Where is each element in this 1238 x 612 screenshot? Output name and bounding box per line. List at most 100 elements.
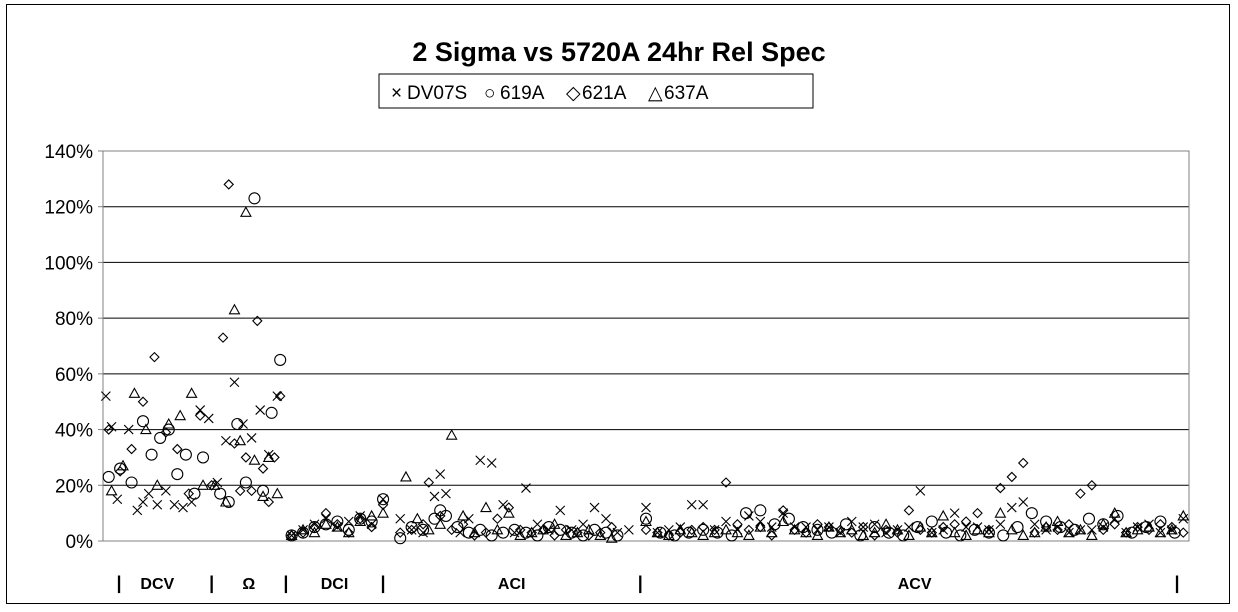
data-point [788, 523, 801, 535]
data-point [995, 519, 1006, 530]
data-point [342, 523, 355, 536]
data-point [857, 529, 870, 540]
data-point [274, 390, 286, 402]
gridlines [103, 150, 1189, 542]
y-tick-label: 120% [44, 198, 93, 219]
data-point [263, 496, 275, 508]
data-point [1011, 521, 1024, 534]
data-point [365, 515, 378, 528]
data-point [366, 519, 377, 530]
data-point [1005, 523, 1018, 535]
data-point [162, 423, 175, 436]
data-point [1132, 521, 1143, 533]
data-point [185, 387, 198, 398]
data-point [411, 512, 424, 524]
data-point [548, 518, 561, 529]
series-637A [105, 206, 1190, 543]
legend: × DV07S ○ 619A ◇ 621A △ 637A [378, 73, 814, 109]
data-point [342, 526, 355, 538]
data-point [231, 417, 244, 431]
data-point [697, 523, 710, 536]
data-point [1064, 527, 1074, 538]
data-point [132, 505, 143, 516]
data-point [782, 512, 795, 525]
data-point [366, 521, 377, 533]
data-point [1040, 515, 1053, 528]
data-point [1155, 519, 1166, 530]
legend-label: DV07S [407, 83, 467, 104]
data-point [640, 524, 652, 536]
data-point [194, 410, 206, 421]
data-point [486, 458, 497, 468]
data-point [354, 512, 367, 525]
data-point [731, 526, 744, 538]
data-point [354, 515, 367, 527]
data-point [162, 417, 175, 429]
data-point [800, 526, 812, 538]
data-point [549, 530, 560, 541]
data-point [521, 483, 531, 493]
data-point [298, 524, 308, 535]
legend-item: ◇ 621A [566, 83, 627, 104]
data-point [308, 526, 321, 538]
data-point [537, 523, 550, 535]
data-point [434, 518, 447, 529]
data-point [732, 519, 743, 530]
data-point [139, 423, 152, 435]
data-point [422, 523, 435, 535]
data-point [256, 484, 270, 497]
data-point [1178, 527, 1189, 538]
data-point [925, 515, 938, 528]
data-point [331, 515, 344, 528]
data-point [739, 507, 753, 520]
y-tick-label: 140% [44, 142, 93, 163]
region-label: ACI [498, 576, 526, 593]
data-point [474, 523, 487, 536]
data-point [125, 476, 138, 489]
data-point [577, 529, 590, 542]
legend-symbol: ○ [484, 83, 495, 104]
data-point [605, 532, 618, 543]
data-point [1006, 471, 1018, 483]
data-point [257, 490, 269, 501]
data-point [668, 529, 681, 542]
data-point [497, 526, 510, 539]
data-point [543, 524, 554, 535]
data-point [612, 527, 623, 538]
data-point [114, 462, 127, 475]
data-point [768, 518, 781, 531]
data-point [937, 509, 950, 521]
legend-symbol: ◇ [566, 83, 581, 104]
data-point [882, 526, 895, 539]
data-point [429, 491, 440, 502]
data-point [949, 508, 960, 519]
data-point [983, 524, 995, 536]
data-point [640, 515, 652, 527]
legend-label: 621A [582, 83, 627, 104]
data-point [435, 469, 446, 480]
data-point [179, 448, 192, 461]
data-point [406, 524, 417, 535]
data-point [994, 507, 1007, 518]
data-point [377, 493, 390, 506]
data-point [857, 521, 869, 533]
region-label: ACV [898, 576, 932, 593]
data-point [1075, 488, 1086, 499]
data-point [1111, 509, 1124, 522]
data-point [652, 527, 663, 538]
data-point [525, 526, 538, 538]
data-point [502, 507, 515, 518]
data-point [519, 526, 533, 539]
region-label: DCV [140, 576, 174, 593]
data-point [1125, 526, 1138, 539]
data-point [417, 523, 430, 536]
data-point [1052, 522, 1063, 532]
data-point [778, 508, 789, 519]
data-point [468, 526, 481, 538]
data-point [765, 526, 778, 538]
region-separator: | [1174, 573, 1179, 593]
data-point [937, 521, 949, 533]
data-point [395, 513, 406, 524]
data-point [1017, 529, 1030, 540]
data-point [439, 509, 452, 522]
